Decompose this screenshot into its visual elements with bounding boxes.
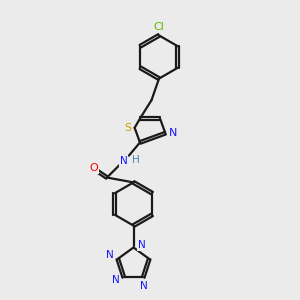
Text: Cl: Cl [154, 22, 164, 32]
Text: N: N [120, 156, 127, 166]
Text: H: H [132, 155, 140, 166]
Text: N: N [168, 128, 177, 138]
Text: N: N [140, 281, 148, 291]
Text: S: S [124, 123, 132, 133]
Text: N: N [112, 275, 119, 285]
Text: O: O [89, 163, 98, 173]
Text: N: N [106, 250, 114, 260]
Text: N: N [138, 240, 146, 250]
